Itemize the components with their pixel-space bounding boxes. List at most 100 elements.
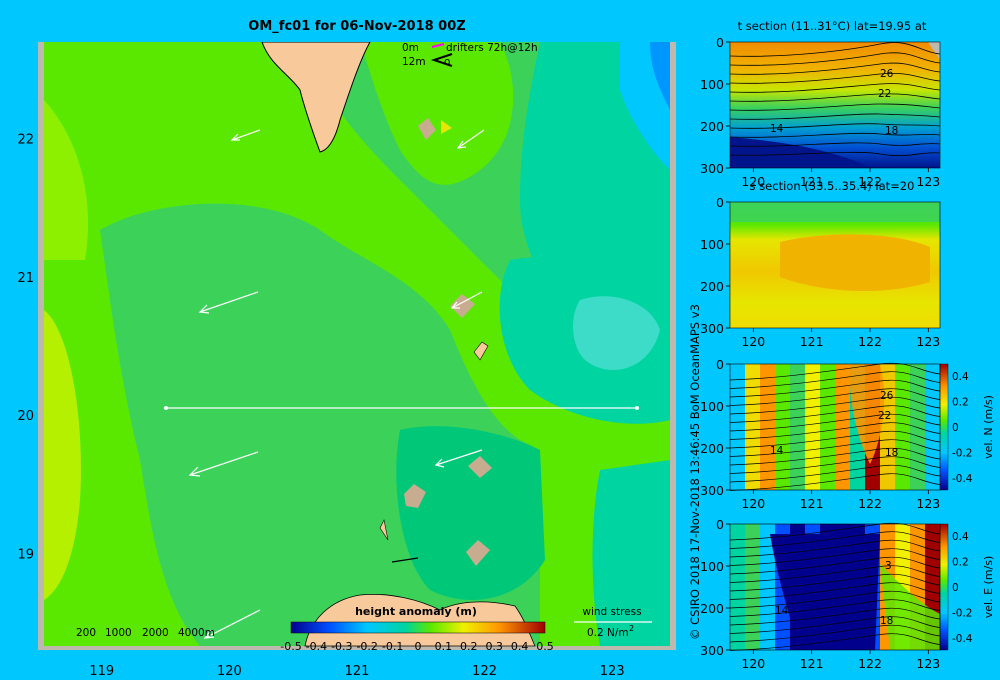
contour-label: 26 [880,390,894,402]
panel-y-tick-label: 100 [700,399,724,414]
legend-o-text: o [444,56,450,68]
wind-stress-arrows [188,129,485,639]
height-anomaly-colorbar: height anomaly (m) -0.5 -0.4 -0.3 -0.2 -0.1 0… [280,605,553,653]
contour-label: 18 [880,615,893,627]
vel-colorbar-tick: 0.2 [952,557,969,569]
panel-y-tick-label: 100 [700,237,724,252]
contour-label: 3 [885,560,892,572]
map-y-tick-label: 19 [17,547,34,562]
island-4 [468,456,492,478]
panel-x-tick-label: 123 [916,656,940,671]
drifter-marker [441,120,452,134]
contour-label: 18 [885,447,898,459]
field-bright-green [360,42,514,185]
vel-column [760,364,776,490]
velE-green-band [880,564,940,650]
island-8 [391,557,419,563]
temp-deep-blue [730,137,870,168]
map-y-tick-label: 20 [17,409,34,424]
vel-colorbar-label: vel. E (m/s) [982,556,995,619]
panel-x-tick-label: 121 [800,496,824,511]
scale-4000m: 4000m [178,627,215,639]
figure-title: OM_fc01 for 06-Nov-2018 00Z [248,19,465,34]
credit-text: © CSIRO 2018 17-Nov-2018 13:46:45 BoM Oc… [688,304,702,640]
panel-x-tick-label: 122 [858,334,882,349]
panel-x-tick-label: 122 [858,496,882,511]
vel-colorbar-label: vel. N (m/s) [982,395,995,459]
colorbar-tick-label: -0.2 [356,640,377,653]
vel-column [730,364,746,490]
vel-colorbar-tick: -0.4 [952,633,973,645]
map-x-tick-label: 122 [472,664,497,679]
vel-column [730,524,746,650]
field-yellow-green-west [44,310,81,600]
panel-border [729,523,941,651]
legend-drifter-symbol [431,43,445,48]
panel-border [729,363,941,491]
vel-column [895,364,911,490]
contour-label: 14 [770,445,784,457]
scale-2000: 2000 [142,627,169,639]
island-3 [473,341,489,361]
scale-1000: 1000 [105,627,132,639]
island-6 [466,540,490,566]
panel-y-tick-label: 300 [700,161,724,176]
vel-colorbar-tick: 0 [952,582,959,594]
wind-stress-value: 0.2 N/m [587,627,629,639]
legend-arrow-symbol [430,53,453,67]
vel-colorbar [939,523,949,651]
vel-colorbar-tick: -0.2 [952,448,973,460]
salt-surface-mix [730,202,940,222]
vel-column [745,524,761,650]
vel-colorbar-tick: -0.2 [952,608,973,620]
colorbar-tick-label: -0.4 [306,640,327,653]
panel-border [729,201,941,329]
panel-x-tick-label: 122 [858,656,882,671]
colorbar-tick-label: 0.2 [460,640,478,653]
vel-column [790,364,806,490]
colorbar-title: height anomaly (m) [355,605,477,618]
panel-x-tick-label: 123 [916,334,940,349]
island-5 [404,484,426,508]
section-panel-temp: 26 22 14 18 t section (11..31°C) lat=19.95 a… [700,19,941,189]
vel-colorbar [939,363,949,491]
panel-x-tick-label: 121 [800,334,824,349]
field-blue [650,42,670,110]
wind-stress-exponent: 2 [629,624,634,633]
colorbar-gradient [290,621,546,634]
wind-stress-legend: wind stress 0.2 N/m 2 [574,606,652,639]
map-y-tick-label: 21 [17,271,34,286]
section-line-end [635,406,639,410]
colorbar-tick-label: 0.4 [511,640,529,653]
map-x-tick-label: 119 [89,664,114,679]
field-sea-green-south [396,426,545,600]
island-1 [418,118,436,140]
panel-x-tick-label: 120 [741,174,765,189]
colorbar-tick-label: 0.1 [435,640,453,653]
panel-y-tick-label: 100 [700,559,724,574]
section-panel-velN: 0.4 0.2 0 -0.2 -0.4 vel. N (m/s) 26 22 14 18 0 100 2… [700,357,995,511]
panel-y-tick-label: 200 [700,119,724,134]
colorbar-tick-label: -0.5 [280,640,301,653]
vel-column [910,364,926,490]
vel-column [820,364,836,490]
colorbar-tick-label: 0.3 [485,640,503,653]
field-light-cyan [573,296,660,370]
panel-y-tick-label: 300 [700,483,724,498]
vel-column [745,364,761,490]
panel-y-tick-label: 0 [716,195,724,210]
map-x-tick-label: 121 [345,664,370,679]
vel-colorbar-tick: 0.4 [952,371,969,383]
vel-contours [729,362,941,491]
panel-x-tick-label: 123 [916,496,940,511]
velN-orange-plume [849,364,885,464]
panel-x-tick-label: 121 [800,174,824,189]
contour-label: 22 [878,410,891,422]
vel-column [760,524,776,650]
field-light-green-west [44,100,89,260]
vel-column [925,364,941,490]
panel-y-tick-label: 200 [700,279,724,294]
contour-label: 14 [770,123,784,135]
panel-x-tick-label: 122 [858,174,882,189]
